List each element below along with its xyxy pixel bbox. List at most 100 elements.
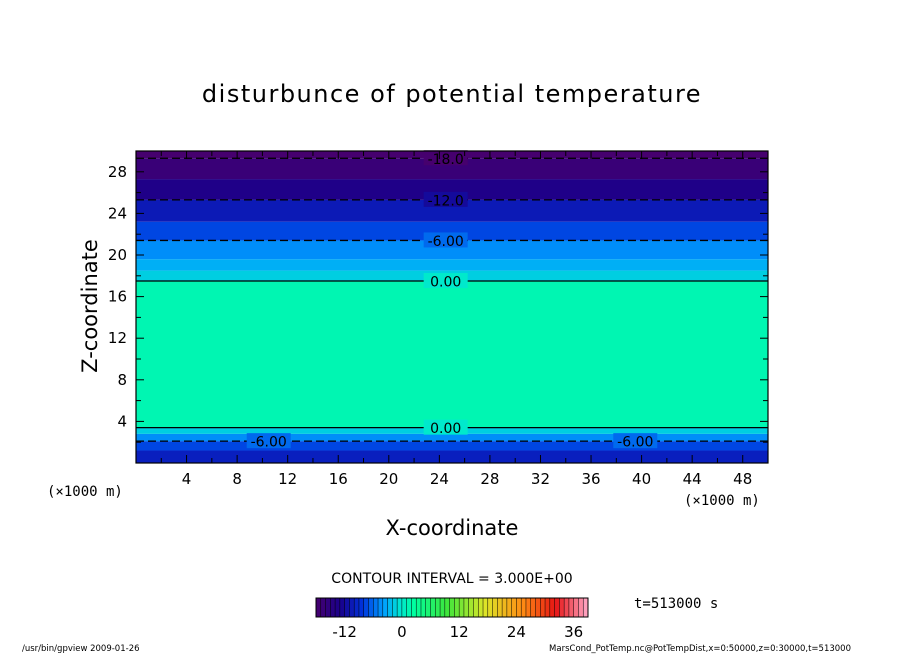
colorbar-cell — [392, 598, 398, 617]
y-tick-label: 8 — [117, 371, 127, 389]
colorbar-cell — [583, 598, 589, 617]
contour-label-bg — [246, 433, 291, 449]
colorbar-cell — [478, 598, 484, 617]
colorbar-frame — [315, 597, 589, 618]
colorbar-cell — [420, 598, 427, 617]
colorbar-cell — [411, 598, 417, 617]
colorbar-cell — [578, 598, 584, 617]
colorbar-cell — [358, 598, 365, 617]
x-tick-label: 48 — [733, 470, 752, 488]
y-tick-label: 24 — [108, 204, 127, 222]
y-axis-unit: (×1000 m) — [47, 484, 123, 500]
y-axis-label: Z-coordinate — [78, 239, 102, 373]
contour-label: -6.00 — [251, 435, 287, 451]
colorbar-cell — [397, 598, 403, 617]
colorbar-cell — [363, 598, 369, 617]
plot-area: -18.0-12.0-6.000.000.00-6.00 -6.004 8 12 16 2… — [108, 150, 769, 488]
x-tick-label: 40 — [632, 470, 651, 488]
colorbar-cell — [444, 598, 451, 617]
colorbar-cell — [530, 598, 536, 617]
contour-label: -6.00 — [428, 234, 464, 250]
colorbar-cell — [440, 598, 446, 617]
contour-label-bg — [423, 232, 468, 248]
colorbar-cell — [316, 598, 322, 617]
colorbar-cell — [468, 598, 474, 617]
colorbar-cell — [535, 598, 541, 617]
colorbar: -12 0 12 24 36 — [315, 597, 589, 641]
colorbar-cell — [349, 598, 355, 617]
y-tick-label: 16 — [108, 288, 127, 306]
footer-left: /usr/bin/gpview 2009-01-26 — [22, 644, 140, 654]
colorbar-cell — [387, 598, 393, 617]
colorbar-cell — [320, 598, 326, 617]
contour-label-bg — [423, 273, 468, 288]
x-tick-label: 24 — [430, 470, 449, 488]
y-tick-label: 4 — [117, 412, 127, 430]
footer-right: MarsCond_PotTemp.nc@PotTempDist,x=0:5000… — [549, 644, 851, 654]
time-label: t=513000 s — [634, 596, 718, 612]
colorbar-cell — [401, 598, 408, 617]
x-tick-label: 36 — [581, 470, 600, 488]
x-tick-label: 32 — [531, 470, 550, 488]
colorbar-cell — [492, 598, 498, 617]
colorbar-cell — [330, 598, 336, 617]
colorbar-cell — [521, 598, 527, 617]
colorbar-cell — [430, 598, 436, 617]
colorbar-cell — [425, 598, 431, 617]
colorbar-cell — [335, 598, 341, 617]
colorbar-cell — [449, 598, 455, 617]
x-tick-label: 12 — [278, 470, 297, 488]
colorbar-cell — [573, 598, 579, 617]
contour-label-bg — [423, 419, 468, 435]
contour-label: -12.0 — [428, 193, 464, 209]
colorbar-cell — [463, 598, 470, 617]
colorbar-cell — [473, 598, 479, 617]
contour-fill-band — [136, 450, 768, 463]
contour-fill-band — [136, 179, 768, 200]
contour-fill-band — [136, 199, 768, 222]
plot-frame — [135, 150, 769, 464]
contour-fill-band — [136, 158, 768, 180]
colorbar-cell — [568, 598, 575, 617]
x-axis-unit: (×1000 m) — [684, 493, 760, 509]
colorbar-tick-label: 36 — [564, 623, 583, 641]
colorbar-cell — [506, 598, 513, 617]
colorbar-cell — [545, 598, 551, 617]
colorbar-cell — [325, 598, 331, 617]
colorbar-cell — [344, 598, 350, 617]
contour-label-bg — [423, 191, 468, 207]
contour-interval: CONTOUR INTERVAL = 3.000E+00 — [331, 571, 572, 587]
x-tick-label: 16 — [329, 470, 348, 488]
contour-fill-band — [136, 433, 768, 442]
colorbar-cell — [549, 598, 555, 617]
colorbar-cell — [540, 598, 546, 617]
colorbar-cell — [368, 598, 374, 617]
colorbar-cell — [339, 598, 346, 617]
x-tick-label: 44 — [683, 470, 702, 488]
contour-label: 0.00 — [430, 275, 461, 291]
colorbar-cell — [511, 598, 517, 617]
colorbar-cell — [454, 598, 460, 617]
contour-label: -6.00 — [617, 435, 653, 451]
colorbar-cell — [502, 598, 508, 617]
colorbar-cell — [564, 598, 570, 617]
y-tick-label: 12 — [108, 329, 127, 347]
colorbar-cell — [487, 598, 493, 617]
colorbar-cell — [354, 598, 360, 617]
colorbar-cell — [554, 598, 560, 617]
colorbar-cell — [406, 598, 412, 617]
colorbar-cell — [373, 598, 379, 617]
colorbar-tick-label: -12 — [332, 623, 357, 641]
contour-label: -18.0 — [428, 152, 464, 168]
colorbar-tick-label: 24 — [507, 623, 526, 641]
colorbar-cell — [483, 598, 489, 617]
x-tick-label: 20 — [379, 470, 398, 488]
colorbar-cell — [416, 598, 422, 617]
y-tick-label: 20 — [108, 246, 127, 264]
colorbar-cell — [435, 598, 441, 617]
colorbar-tick-label: 12 — [450, 623, 469, 641]
x-tick-label: 28 — [480, 470, 499, 488]
contour-fill-band — [136, 441, 768, 451]
colorbar-cell — [382, 598, 388, 617]
